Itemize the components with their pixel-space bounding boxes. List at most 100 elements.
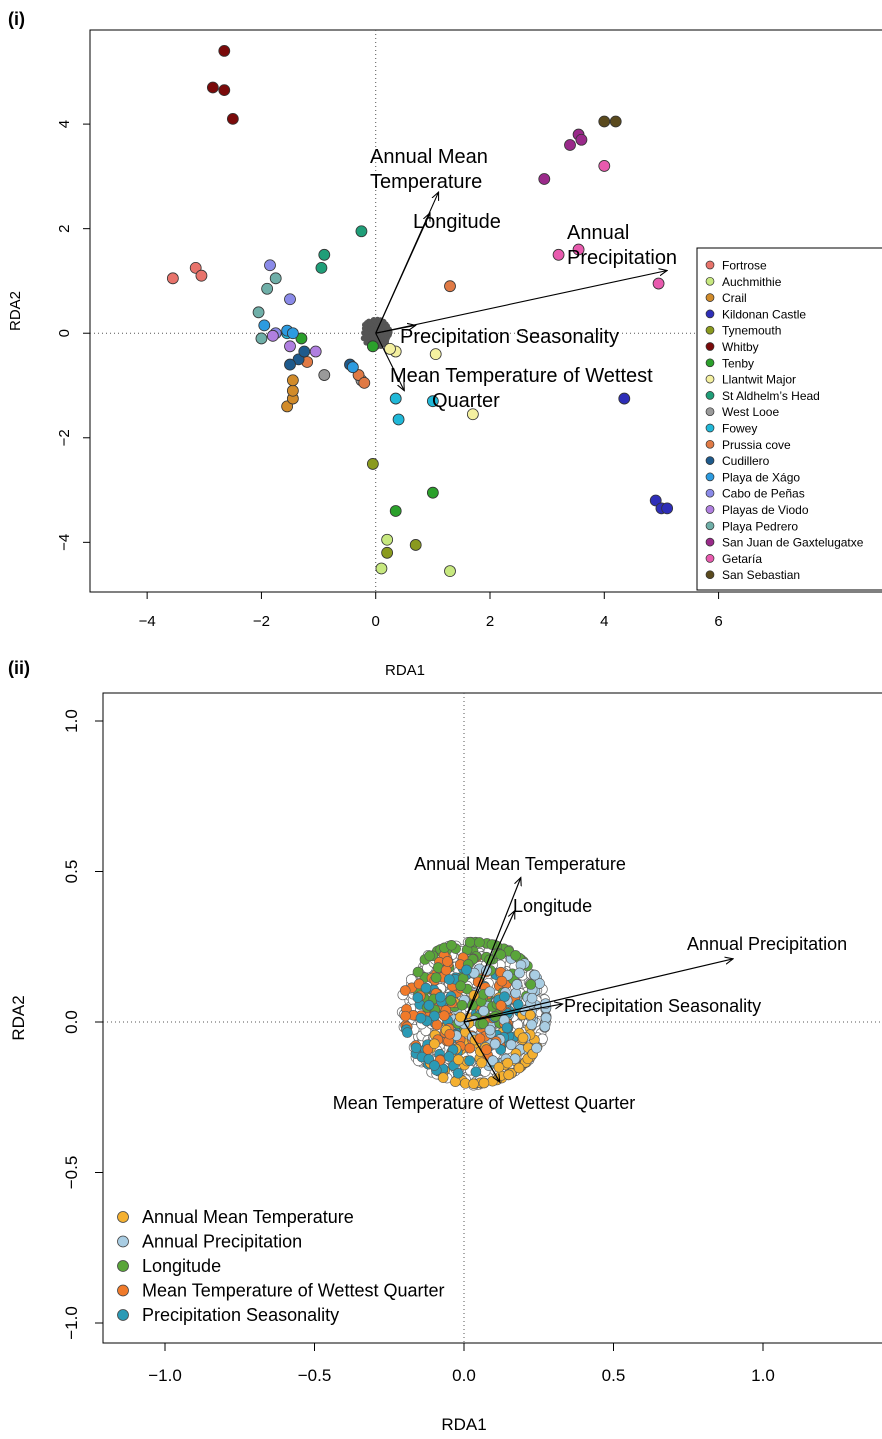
x-axis-label-ii: RDA1 [441, 1415, 486, 1434]
point [510, 950, 521, 961]
snp-point [370, 317, 377, 324]
x-tick-label: −0.5 [298, 1366, 332, 1385]
legend-entry: Longitude [142, 1256, 221, 1276]
point [437, 1072, 449, 1083]
sample-point [392, 413, 405, 426]
biplot-arrows-ii: Annual Mean Temperature Longitude Annual P… [333, 854, 847, 1113]
arrow [375, 332, 405, 391]
point [503, 1069, 514, 1081]
point [442, 956, 453, 967]
legend-entry: San Juan de Gaxtelugatxe [722, 536, 864, 550]
arrow-label: Annual [567, 222, 629, 244]
point [446, 939, 457, 951]
sample-point [609, 115, 622, 128]
point [464, 1055, 475, 1066]
point [444, 1028, 456, 1040]
point [487, 1055, 499, 1067]
sample-point [258, 319, 271, 332]
legend-swatch [705, 391, 715, 400]
legend-entry: West Looe [722, 405, 779, 419]
axes-ii: −1.0 −0.5 0.0 0.5 1.0 −1.0 −0.5 0.0 0.5 1.0 [62, 709, 775, 1385]
point [410, 1042, 422, 1054]
legend-box-i [696, 247, 882, 591]
arrow [463, 878, 521, 1023]
point [456, 999, 468, 1011]
arrow-label: Temperature [370, 171, 482, 193]
sample-point [429, 348, 442, 361]
legend-entry: Precipitation Seasonality [142, 1305, 339, 1325]
point [443, 974, 455, 985]
point [443, 1051, 455, 1062]
point [502, 1057, 513, 1069]
sample-point [366, 340, 379, 353]
legend-swatch [705, 505, 715, 514]
legend-swatch [705, 521, 715, 531]
point [529, 969, 541, 981]
legend-swatch [705, 407, 715, 417]
legend-swatch [705, 293, 715, 302]
legend-swatch [117, 1284, 129, 1297]
sample-point [252, 306, 265, 319]
y-tick-label: 0.0 [62, 1010, 81, 1034]
point [402, 1027, 413, 1038]
point [412, 966, 424, 978]
arrow [463, 1021, 500, 1082]
x-tick-label: −4 [139, 613, 156, 630]
legend-swatch [705, 488, 715, 498]
sample-point [255, 332, 268, 345]
sample-point [309, 345, 322, 358]
sample-point [381, 546, 394, 559]
sample-point [598, 160, 611, 172]
sample-point [264, 259, 276, 272]
legend-entry: Prussia cove [722, 438, 791, 452]
sample-point [598, 115, 611, 128]
point [513, 1062, 525, 1074]
legend-ii: Annual Mean Temperature Annual Precipitat… [117, 1207, 444, 1325]
y-tick-label: 4 [56, 120, 73, 128]
biplot-arrows-i: Annual Mean Temperature Longitude Annual Pre… [370, 146, 677, 412]
arrow-label: Quarter [432, 390, 500, 412]
x-tick-label: 0 [372, 613, 380, 630]
legend-entry: Tynemouth [722, 324, 781, 338]
arrow-label: Annual Mean Temperature [414, 854, 626, 874]
axes-i: −4 −2 0 2 4 6 −4 −2 0 2 4 [56, 120, 723, 630]
legend-swatch [705, 554, 715, 563]
sample-point [466, 408, 479, 421]
arrow [463, 911, 515, 1023]
point [438, 1010, 450, 1021]
legend-entry: Cabo de Peñas [722, 487, 805, 501]
sample-point [426, 395, 439, 408]
arrow-label: Precipitation Seasonality [400, 326, 619, 348]
sample-point [284, 293, 296, 306]
point [430, 972, 442, 983]
legend-entry: Whitby [722, 340, 759, 354]
legend-swatch [705, 439, 715, 449]
point [495, 949, 507, 960]
point [484, 986, 496, 998]
sample-point [652, 277, 665, 290]
y-tick-label: 1.0 [62, 709, 81, 733]
sample-point [538, 173, 551, 185]
legend-swatch [705, 374, 715, 384]
point [478, 1077, 490, 1089]
arrow-label: Precipitation Seasonality [564, 996, 761, 1016]
x-tick-label: −1.0 [148, 1366, 182, 1385]
y-tick-label: 2 [56, 224, 73, 232]
sample-point [618, 392, 631, 405]
y-tick-label: −2 [56, 429, 73, 446]
point [511, 979, 523, 990]
legend-swatch [705, 325, 715, 335]
point [415, 1012, 427, 1024]
sample-point [381, 533, 394, 546]
point [493, 1062, 505, 1073]
legend-swatch [705, 472, 715, 482]
point [476, 1057, 487, 1069]
point [501, 1022, 513, 1034]
sample-point [318, 369, 331, 381]
point [455, 980, 466, 992]
legend-entry: Mean Temperature of Wettest Quarter [142, 1281, 444, 1301]
y-tick-label: −4 [56, 534, 73, 551]
sample-points-i [166, 45, 674, 577]
legend-swatch [117, 1260, 129, 1272]
sample-point [206, 81, 219, 94]
